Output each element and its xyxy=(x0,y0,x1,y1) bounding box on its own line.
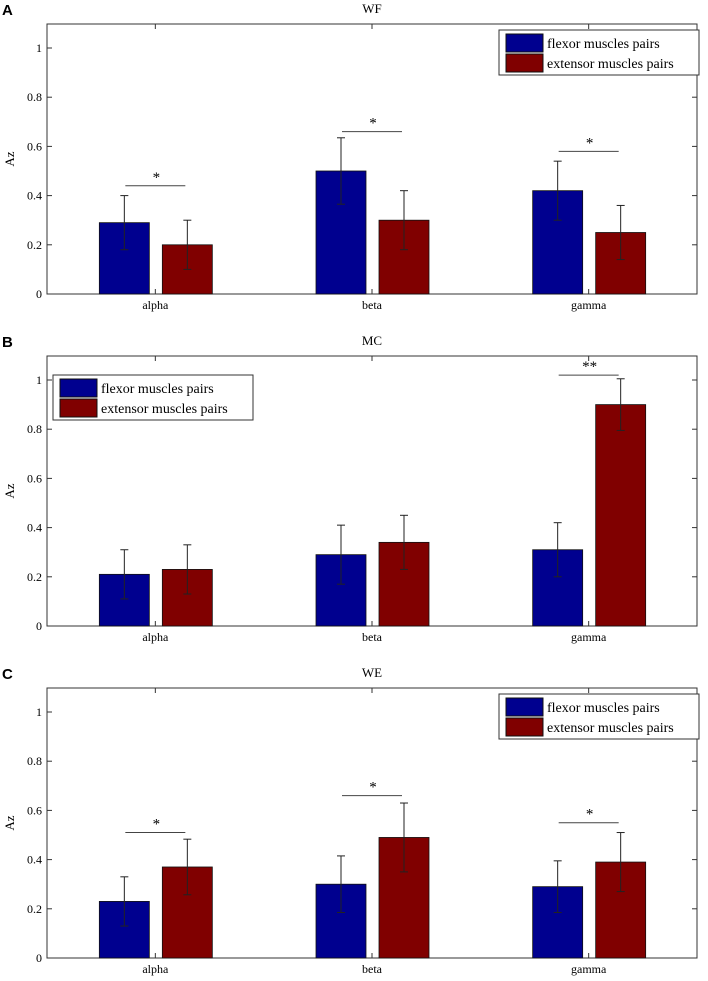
legend: flexor muscles pairs extensor muscles pai… xyxy=(52,374,254,421)
error-bar xyxy=(120,195,129,251)
y-tick-label: 0.6 xyxy=(27,803,42,817)
y-tick-label: 0.4 xyxy=(27,521,42,535)
error-bar xyxy=(183,838,192,896)
y-axis-label: Az xyxy=(2,151,17,166)
x-tick-label: gamma xyxy=(571,630,607,644)
bar-extensor-gamma xyxy=(595,404,647,627)
legend-label: extensor muscles pairs xyxy=(547,57,674,72)
y-tick-label: 1 xyxy=(36,41,42,55)
y-tick-label: 0.4 xyxy=(27,853,42,867)
legend-label: extensor muscles pairs xyxy=(547,721,674,736)
panel-label: C xyxy=(2,666,13,683)
error-bar xyxy=(183,544,192,595)
error-bar xyxy=(337,524,345,585)
legend: flexor muscles pairs extensor muscles pai… xyxy=(498,29,700,76)
x-tick-label: gamma xyxy=(571,298,607,312)
significance-marker: ** xyxy=(582,359,597,375)
legend-label: flexor muscles pairs xyxy=(547,701,660,716)
error-bar xyxy=(400,190,408,251)
y-tick-label: 1 xyxy=(36,705,42,719)
chart-title: WE xyxy=(362,665,382,680)
error-bar xyxy=(553,160,562,221)
y-tick-label: 0.8 xyxy=(27,754,42,768)
error-bar xyxy=(120,549,129,600)
y-tick-label: 0.8 xyxy=(27,422,42,436)
error-bar xyxy=(553,860,562,913)
error-bar xyxy=(616,204,625,261)
y-tick-label: 1 xyxy=(36,373,42,387)
error-bar xyxy=(616,378,625,431)
error-bar xyxy=(553,522,562,578)
legend-label: flexor muscles pairs xyxy=(547,37,660,52)
y-tick-label: 0.6 xyxy=(27,471,42,485)
error-bar xyxy=(337,855,345,913)
significance-marker: * xyxy=(586,807,594,823)
x-tick-label: beta xyxy=(362,962,383,976)
y-axis-label: Az xyxy=(2,483,17,498)
bar-flexor-beta xyxy=(315,883,367,959)
panel-b: B MC 0 0.2 0.4 0.6 0.8 1 Az alpha beta gamma ** flexo… xyxy=(2,333,698,644)
error-bar xyxy=(400,802,408,873)
y-tick-label: 0.4 xyxy=(27,189,42,203)
y-tick-label: 0.6 xyxy=(27,139,42,153)
legend-label: flexor muscles pairs xyxy=(101,382,214,397)
panel-c: C WE 0 0.2 0.4 0.6 0.8 1 Az alpha beta gamma * * * flex… xyxy=(2,665,700,976)
y-tick-label: 0.2 xyxy=(27,902,42,916)
panel-a: A WF 0 0.2 0.4 0.6 0.8 1 Az alpha beta gamma * * * flex… xyxy=(2,1,700,312)
legend-swatch xyxy=(505,697,544,717)
significance-marker: * xyxy=(369,116,377,132)
significance-marker: * xyxy=(153,817,161,833)
x-tick-label: alpha xyxy=(142,298,169,312)
error-bar xyxy=(120,876,129,927)
error-bar xyxy=(183,219,192,270)
legend-swatch xyxy=(59,398,98,418)
y-tick-label: 0 xyxy=(36,287,42,301)
y-tick-label: 0.8 xyxy=(27,90,42,104)
x-tick-label: alpha xyxy=(142,962,169,976)
legend-swatch xyxy=(59,378,98,398)
legend: flexor muscles pairs extensor muscles pai… xyxy=(498,693,700,740)
significance-marker: * xyxy=(369,780,377,796)
legend-swatch xyxy=(505,33,544,53)
y-tick-label: 0.2 xyxy=(27,238,42,252)
panel-label: B xyxy=(2,334,13,351)
x-tick-label: beta xyxy=(362,298,383,312)
error-bar xyxy=(616,832,625,893)
chart-title: MC xyxy=(362,333,382,348)
legend-label: extensor muscles pairs xyxy=(101,402,228,417)
error-bar xyxy=(400,514,408,570)
y-tick-label: 0 xyxy=(36,619,42,633)
y-tick-label: 0 xyxy=(36,951,42,965)
panel-label: A xyxy=(2,2,13,19)
x-tick-label: alpha xyxy=(142,630,169,644)
legend-swatch xyxy=(505,717,544,737)
chart-title: WF xyxy=(362,1,382,16)
x-tick-label: beta xyxy=(362,630,383,644)
x-tick-label: gamma xyxy=(571,962,607,976)
y-tick-label: 0.2 xyxy=(27,570,42,584)
error-bar xyxy=(337,137,345,205)
y-axis-label: Az xyxy=(2,815,17,830)
legend-swatch xyxy=(505,53,544,73)
significance-marker: * xyxy=(586,135,594,151)
significance-marker: * xyxy=(153,170,161,186)
